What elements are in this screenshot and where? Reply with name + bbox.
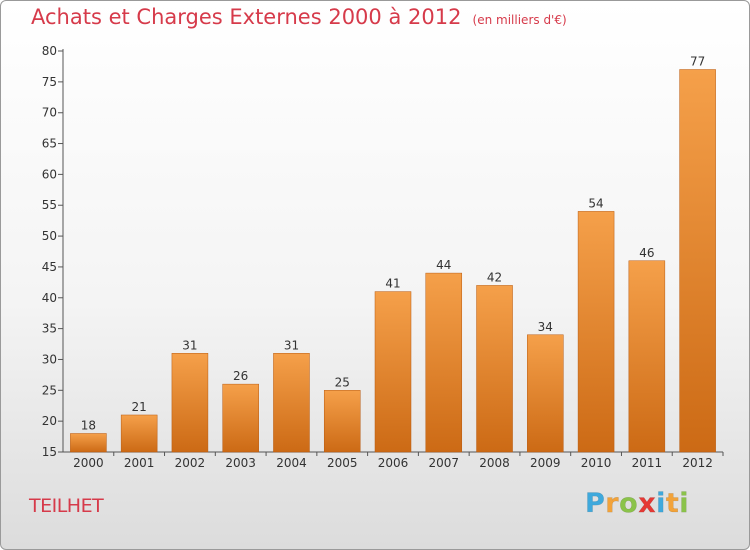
y-tick-label: 15 [42, 445, 57, 459]
y-tick-label: 20 [42, 414, 57, 428]
x-tick-label: 2003 [225, 456, 256, 470]
data-label-2006: 41 [385, 277, 400, 291]
bar-2007 [425, 272, 463, 453]
location-name: TEILHET [29, 495, 104, 517]
x-tick-label: 2000 [73, 456, 104, 470]
data-label-2007: 44 [436, 258, 451, 272]
x-tick-label: 2007 [428, 456, 459, 470]
x-tick-label: 2009 [530, 456, 561, 470]
x-tick-label: 2012 [682, 456, 713, 470]
bar-2006 [374, 291, 412, 453]
logo-letter: r [605, 488, 620, 520]
logo-letter: i [679, 488, 690, 520]
x-tick-label: 2002 [175, 456, 206, 470]
logo-letter: i [656, 488, 666, 520]
chart-axes: 15 20 25 30 35 40 45 50 55 60 65 70 75 80 2000 2001 2002… [42, 44, 724, 470]
bar-2004 [273, 353, 310, 453]
y-tick-label: 30 [42, 352, 57, 366]
data-label-2012: 77 [690, 55, 705, 69]
logo-letter: x [638, 488, 657, 520]
logo-letter: o [619, 488, 639, 520]
data-label-2009: 34 [538, 320, 553, 334]
data-label-2003: 26 [233, 369, 248, 383]
x-tick-label: 2010 [581, 456, 612, 470]
bar-2011 [628, 260, 666, 453]
data-label-2000: 18 [81, 418, 96, 432]
bar-2002 [171, 353, 209, 453]
bar-2005 [323, 390, 361, 453]
chart-bars [70, 69, 716, 453]
x-tick-label: 2008 [479, 456, 510, 470]
data-label-2011: 46 [639, 246, 654, 260]
y-tick-label: 70 [42, 106, 57, 120]
chart-data-labels: 18 21 31 26 31 25 41 44 42 34 54 46 77 [81, 55, 706, 433]
x-tick-label: 2011 [632, 456, 663, 470]
logo-letter: P [585, 488, 606, 520]
bar-2003 [222, 383, 259, 453]
x-tick-label: 2005 [327, 456, 358, 470]
y-tick-label: 50 [42, 229, 57, 243]
y-tick-label: 80 [42, 44, 57, 58]
y-tick-label: 45 [42, 260, 57, 274]
y-tick-label: 60 [42, 167, 57, 181]
bar-2008 [476, 285, 513, 453]
data-label-2004: 31 [284, 338, 299, 352]
x-tick-label: 2001 [124, 456, 155, 470]
y-tick-label: 65 [42, 137, 57, 151]
y-tick-label: 75 [42, 75, 57, 89]
chart-title: Achats et Charges Externes 2000 à 2012 [31, 5, 462, 29]
data-label-2002: 31 [182, 338, 197, 352]
data-label-2005: 25 [335, 375, 350, 389]
x-tick-label: 2006 [378, 456, 409, 470]
bar-2000 [70, 433, 107, 453]
x-tick-label: 2004 [276, 456, 307, 470]
chart-unit: (en milliers d'€) [472, 13, 567, 27]
data-label-2008: 42 [487, 270, 502, 284]
y-tick-label: 25 [42, 383, 57, 397]
data-label-2010: 54 [588, 196, 603, 210]
bar-2012 [679, 69, 716, 453]
bar-2010 [577, 211, 615, 453]
y-tick-label: 40 [42, 291, 57, 305]
bar-2009 [527, 334, 564, 453]
y-tick-label: 55 [42, 198, 57, 212]
proxiti-logo: Proxiti [585, 488, 690, 520]
bar-2001 [120, 414, 158, 453]
chart-title-block: Achats et Charges Externes 2000 à 2012 (… [31, 5, 567, 29]
logo-letter: t [665, 488, 680, 520]
y-tick-label: 35 [42, 322, 57, 336]
data-label-2001: 21 [132, 400, 147, 414]
